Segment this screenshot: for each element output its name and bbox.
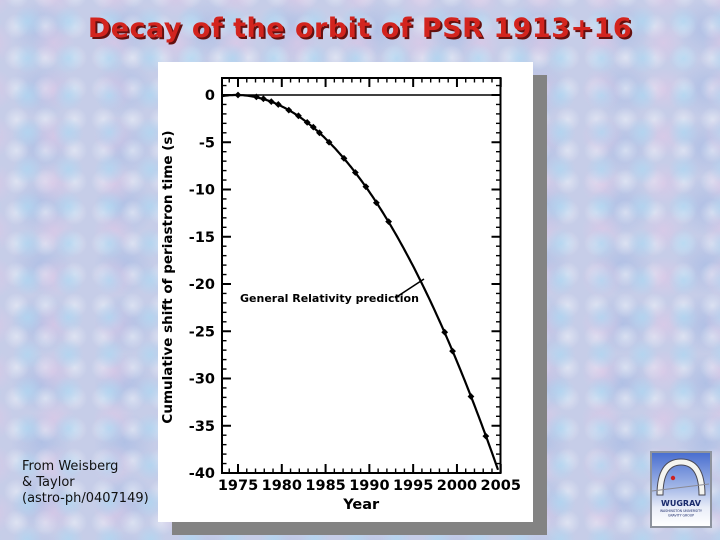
- y-tick-label: -20: [189, 277, 215, 293]
- slide-title: Decay of the orbit of PSR 1913+16: [87, 13, 633, 44]
- x-axis-label: Year: [342, 497, 380, 513]
- y-tick-label: -10: [189, 183, 215, 199]
- data-points: [234, 91, 490, 440]
- gr-prediction-curve: [221, 93, 500, 471]
- axis-ticks: [222, 78, 502, 474]
- data-point: [252, 93, 260, 101]
- x-tick-label: 2000: [437, 478, 477, 494]
- y-tick-label: -15: [189, 230, 215, 246]
- annotation-arrow: [394, 278, 425, 299]
- data-point: [362, 183, 370, 191]
- chart-panel: General Relativity prediction 1975 1980 198…: [158, 62, 533, 522]
- credit-line-3: (astro-ph/0407149): [22, 491, 149, 506]
- annotation-label: General Relativity prediction: [240, 292, 419, 305]
- y-tick-label: -25: [189, 324, 215, 340]
- x-tick-label: 1975: [218, 478, 258, 494]
- plot-frame: [221, 77, 502, 474]
- logo-text-line-1: WASHINGTON UNIVERSITY: [660, 509, 702, 513]
- x-tick-label: 1980: [262, 478, 302, 494]
- y-tick-label: -35: [189, 419, 215, 435]
- orbit-decay-chart: General Relativity prediction 1975 1980 198…: [160, 77, 521, 513]
- y-tick-label: 0: [205, 88, 215, 104]
- y-tick-label: -5: [199, 135, 215, 151]
- data-point: [267, 98, 275, 106]
- logo-acronym: WUGRAV: [661, 499, 702, 508]
- data-point: [372, 199, 380, 207]
- data-point: [316, 129, 323, 137]
- wugrav-logo: WUGRAV WASHINGTON UNIVERSITY GRAVITY GRO…: [650, 451, 712, 528]
- arch-dot: [670, 475, 676, 481]
- data-point: [309, 123, 317, 131]
- x-tick-label: 2005: [481, 478, 521, 494]
- source-credit: From Weisberg & Taylor (astro-ph/0407149…: [22, 459, 149, 507]
- data-point: [303, 119, 311, 126]
- data-point: [449, 347, 456, 355]
- logo-text-line-2: GRAVITY GROUP: [668, 514, 694, 518]
- data-point: [482, 432, 490, 440]
- x-tick-label: 1995: [393, 478, 433, 494]
- data-point: [385, 218, 393, 226]
- y-tick-label: -40: [189, 466, 215, 482]
- data-point: [295, 112, 302, 120]
- data-point: [467, 393, 475, 400]
- arch-shape: [656, 458, 706, 496]
- y-axis-label: Cumulative shift of periastron time (s): [160, 130, 176, 423]
- data-point: [351, 169, 359, 176]
- x-tick-label: 1990: [349, 478, 389, 494]
- gateway-arch-icon: WUGRAV WASHINGTON UNIVERSITY GRAVITY GRO…: [650, 451, 712, 528]
- data-point: [234, 91, 242, 99]
- data-point: [259, 95, 267, 103]
- y-tick-label: -30: [189, 372, 215, 388]
- data-point: [340, 154, 348, 162]
- credit-line-2: & Taylor: [22, 475, 75, 490]
- x-tick-label: 1985: [305, 478, 345, 494]
- credit-line-1: From Weisberg: [22, 459, 119, 474]
- data-point: [441, 328, 449, 336]
- data-point: [325, 138, 333, 146]
